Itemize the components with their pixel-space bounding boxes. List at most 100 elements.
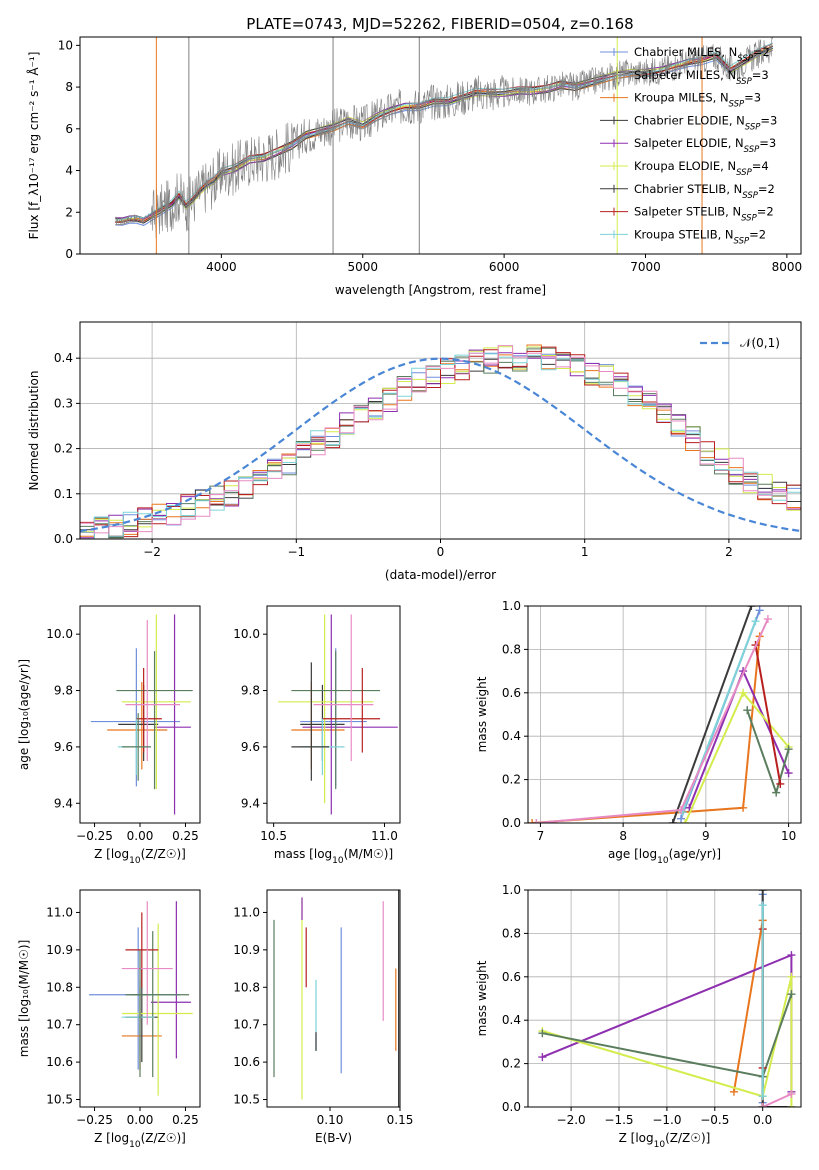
y-axis-label: mass weight [475, 676, 489, 752]
y-tick-label: 0.4 [502, 1013, 521, 1027]
x-tick-label: −1.5 [604, 1113, 633, 1127]
spectrum-panel: 4000 5000 6000 7000 8000 0 2 4 6 8 10 wavelength [A… [26, 36, 803, 297]
legend-label-main: Salpeter MILES, N [634, 68, 736, 82]
y-tick-label: 10.9 [46, 943, 73, 957]
x-tick-label: 10.5 [260, 829, 287, 843]
y-tick-label: 10.0 [46, 627, 73, 641]
resid-plot-area [80, 322, 801, 539]
axes-frame [79, 889, 201, 1108]
weight-line [754, 644, 782, 785]
y-tick-label: 11.0 [233, 905, 260, 919]
weight-point [538, 1029, 547, 1038]
y-tick-label: 0.4 [54, 351, 73, 365]
y-tick-label: 8 [65, 80, 73, 94]
mass-vs-EBV-plot-area [273, 890, 400, 1107]
y-tick-label: 9.8 [241, 684, 260, 698]
x-axis-label-tail: (age/yr)] [669, 847, 721, 861]
legend-entry: Chabrier MILES, NSSP=2 [634, 45, 770, 64]
x-tick-label: −0.5 [700, 1113, 729, 1127]
legend-entry: Salpeter ELODIE, NSSP=3 [634, 136, 776, 155]
y-tick-label: 0.2 [54, 442, 73, 456]
weight-point [784, 745, 793, 754]
x-tick-label: 10 [781, 829, 796, 843]
y-tick-label: 2 [65, 205, 73, 219]
weight-point [528, 819, 537, 823]
legend-entry: Chabrier STELIB, NSSP=2 [634, 182, 775, 201]
axes-frame [266, 889, 401, 1108]
massweight-vs-age-plot-area [528, 606, 801, 823]
weight-point [758, 901, 767, 910]
legend-label-sub: SSP [734, 236, 750, 246]
y-tick-label: 0.0 [502, 1100, 521, 1114]
x-tick-label: 0 [437, 545, 445, 559]
x-axis-label-tail: (M/M☉)] [344, 847, 394, 861]
legend-label-tail: =3 [760, 113, 777, 127]
x-axis-label: wavelength [Angstrom, rest frame] [335, 283, 546, 297]
x-axis-label-sub: 10 [657, 856, 669, 866]
x-tick-label: 5000 [347, 260, 378, 274]
x-axis-label-tail: (Z/Z☉)] [141, 1131, 186, 1145]
legend-label-tail: =2 [757, 205, 774, 219]
weight-point [758, 890, 767, 894]
y-tick-label: 0.2 [502, 1057, 521, 1071]
mass-vs-metallicity-panel: −0.25 0.00 0.25 10.5 10.6 10.7 10.8 10.9 11.0 Z [… [17, 889, 201, 1150]
y-tick-label: 10.8 [233, 980, 260, 994]
x-tick-label: 8000 [772, 260, 803, 274]
legend-label-tail: =4 [752, 159, 769, 173]
x-axis-label-main: Z [log [94, 1131, 129, 1145]
weight-point [787, 1103, 796, 1107]
legend-entry: Kroupa STELIB, NSSP=2 [634, 227, 766, 246]
legend-label-main: Salpeter ELODIE, N [634, 136, 744, 150]
y-tick-label: 0.0 [54, 532, 73, 546]
y-tick-label: 0.4 [502, 729, 521, 743]
x-tick-label: 0.25 [172, 1113, 199, 1127]
x-tick-label: 0.25 [172, 829, 199, 843]
legend-entry: Salpeter MILES, NSSP=3 [634, 68, 769, 87]
mass-vs-Z-plot-area [89, 901, 193, 1096]
x-tick-label: −2.0 [557, 1113, 586, 1127]
x-tick-label: 11.0 [371, 829, 398, 843]
legend-label-sub: SSP [744, 145, 760, 155]
x-axis-label-main: mass [log [274, 847, 332, 861]
age-vs-mass-panel: 10.5 11.0 9.4 9.6 9.8 10.0 mass [log10(M/M☉)] [233, 605, 401, 866]
x-tick-label: 4000 [206, 260, 237, 274]
legend-entry: Kroupa MILES, NSSP=3 [634, 91, 761, 110]
x-tick-label: −1 [287, 545, 305, 559]
x-axis-label: Z [log10(Z/Z☉)] [94, 847, 186, 866]
y-tick-label: 10.6 [233, 1055, 260, 1069]
y-tick-label: 0 [65, 247, 73, 261]
weight-point [776, 779, 785, 788]
x-axis-label: mass [log10(M/M☉)] [274, 847, 393, 866]
y-axis-label: age [log₁₀(age/yr)] [17, 659, 31, 770]
y-tick-label: 0.6 [502, 686, 521, 700]
y-tick-label: 10.9 [233, 943, 260, 957]
x-axis-label: Z [log10(Z/Z☉)] [619, 1131, 711, 1150]
legend-label-sub: SSP [745, 122, 761, 132]
legend-entry: Kroupa ELODIE, NSSP=4 [634, 159, 769, 178]
y-tick-label: 10.5 [233, 1093, 260, 1107]
legend-label-main: Kroupa STELIB, N [634, 227, 734, 241]
legend-label-sub: SSP [736, 168, 752, 178]
weight-point [739, 688, 748, 697]
legend-label-main: Salpeter STELIB, N [634, 205, 741, 219]
x-axis-label: E(B-V) [315, 1131, 352, 1145]
spec-plot-area [115, 37, 773, 254]
axes-frame [79, 605, 201, 824]
legend-label-sub: SSP [736, 77, 752, 87]
weight-point [784, 769, 793, 778]
legend-entry: Chabrier ELODIE, NSSP=3 [634, 113, 777, 132]
y-tick-label: 0.1 [54, 487, 73, 501]
axes-frame [79, 321, 802, 540]
y-tick-label: 10.5 [46, 1093, 73, 1107]
weight-point [772, 788, 781, 797]
y-tick-label: 0.8 [502, 926, 521, 940]
weight-point [677, 814, 686, 823]
axes-frame [266, 605, 401, 824]
y-tick-label: 9.4 [241, 796, 260, 810]
x-axis-label: Z [log10(Z/Z☉)] [94, 1131, 186, 1150]
weight-point [729, 1087, 738, 1096]
y-tick-label: 1.0 [502, 883, 521, 897]
x-axis-label-main: Z [log [619, 1131, 654, 1145]
